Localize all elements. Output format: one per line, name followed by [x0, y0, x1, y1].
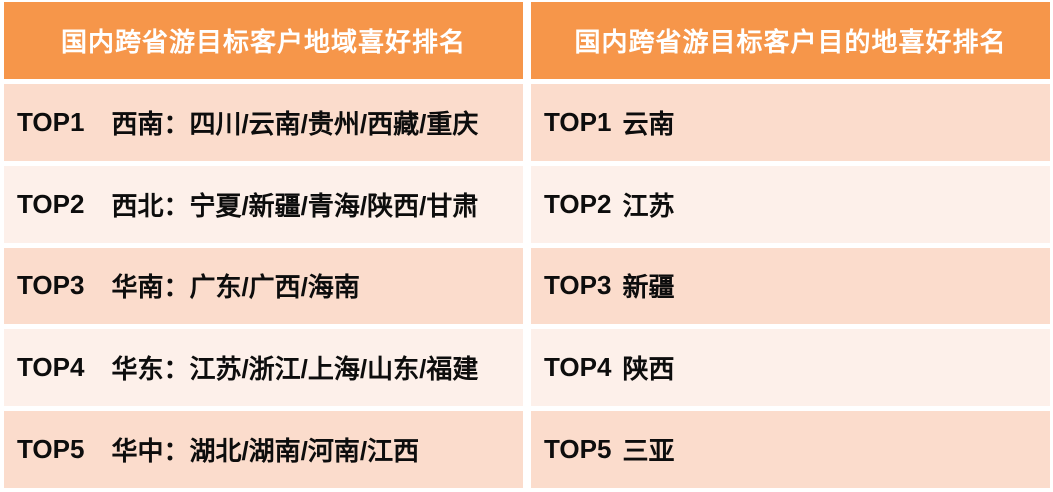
region-preference-table: 国内跨省游目标客户地域喜好排名 TOP1 西南：四川/云南/贵州/西藏/重庆 T…: [4, 2, 523, 488]
row-value: 陕西: [622, 354, 675, 385]
table-row: TOP2 西北：宁夏/新疆/青海/陕西/甘肃: [4, 165, 523, 243]
row-value: 华中：湖北/湖南/河南/江西: [111, 436, 420, 467]
rank-label: TOP4: [544, 352, 612, 383]
rank-label: TOP1: [17, 106, 85, 137]
table-row: TOP5 三亚: [531, 411, 1050, 488]
row-value: 云南: [622, 108, 675, 139]
table-row: TOP4 陕西: [531, 329, 1050, 407]
row-value: 西南：四川/云南/贵州/西藏/重庆: [111, 108, 479, 139]
destination-table-header: 国内跨省游目标客户目的地喜好排名: [531, 2, 1050, 79]
table-row: TOP3 新疆: [531, 247, 1050, 325]
table-row: TOP1 云南: [531, 84, 1050, 161]
rank-label: TOP2: [544, 188, 612, 219]
table-row: TOP2 江苏: [531, 165, 1050, 243]
table-row: TOP1 西南：四川/云南/贵州/西藏/重庆: [4, 84, 523, 161]
rank-label: TOP5: [17, 434, 85, 465]
region-table-header: 国内跨省游目标客户地域喜好排名: [4, 2, 523, 79]
row-value: 华东：江苏/浙江/上海/山东/福建: [111, 354, 479, 385]
rank-label: TOP2: [17, 188, 85, 219]
rank-label: TOP1: [544, 106, 612, 137]
destination-preference-table: 国内跨省游目标客户目的地喜好排名 TOP1 云南 TOP2 江苏 TOP3 新疆…: [531, 2, 1050, 488]
rank-label: TOP3: [17, 270, 85, 301]
table-row: TOP4 华东：江苏/浙江/上海/山东/福建: [4, 329, 523, 407]
rank-label: TOP5: [544, 434, 612, 465]
rank-label: TOP3: [544, 270, 612, 301]
row-value: 西北：宁夏/新疆/青海/陕西/甘肃: [111, 190, 479, 221]
row-value: 新疆: [622, 272, 675, 303]
table-row: TOP5 华中：湖北/湖南/河南/江西: [4, 411, 523, 488]
row-value: 华南：广东/广西/海南: [111, 272, 360, 303]
row-value: 江苏: [622, 190, 675, 221]
table-row: TOP3 华南：广东/广西/海南: [4, 247, 523, 325]
rank-label: TOP4: [17, 352, 85, 383]
row-value: 三亚: [622, 436, 675, 467]
